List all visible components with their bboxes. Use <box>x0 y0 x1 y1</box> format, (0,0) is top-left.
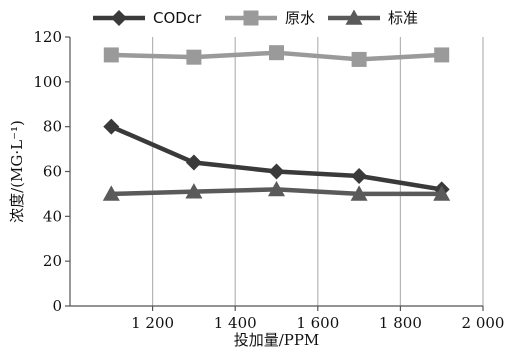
legend-marker-0 <box>111 10 127 26</box>
data-point-2-0 <box>102 185 120 201</box>
legend-marker-1 <box>243 10 259 26</box>
legend-label-2: 标准 <box>388 9 418 27</box>
data-point-1-0 <box>103 47 119 63</box>
x-axis-title: 投加量/PPM <box>234 331 320 349</box>
legend-item-1: 原水 <box>225 9 315 27</box>
data-point-2-4 <box>433 185 451 201</box>
x-tick-label-0: 1 200 <box>131 314 174 332</box>
x-tick-label-2: 1 600 <box>296 314 339 332</box>
legend-label-1: 原水 <box>285 9 315 27</box>
legend-marker-2 <box>345 9 363 25</box>
legend: CODcr 原水 标准 <box>93 9 418 27</box>
y-tick-label-0: 0 <box>52 297 62 315</box>
y-tick-label-4: 80 <box>43 118 62 136</box>
data-point-0-3 <box>351 167 368 184</box>
series-1 <box>103 45 450 67</box>
y-tick-label-5: 100 <box>33 73 62 91</box>
y-tick-label-1: 20 <box>43 252 62 270</box>
data-point-1-3 <box>351 51 367 67</box>
data-point-1-2 <box>269 45 284 61</box>
legend-item-0: CODcr <box>93 9 202 27</box>
tick-labels: 0 20 40 60 80 100 120 1 200 1 400 1 600 1 800 2 000 <box>33 28 504 332</box>
x-tick-label-1: 1 400 <box>214 314 257 332</box>
data-point-0-2 <box>268 163 285 180</box>
series-line-0 <box>110 124 443 192</box>
data-point-1-4 <box>434 47 450 63</box>
y-tick-label-6: 120 <box>33 28 62 46</box>
series-2 <box>102 180 451 201</box>
y-tick-label-3: 60 <box>43 163 62 181</box>
series-lines <box>102 45 451 201</box>
data-point-0-0 <box>103 118 120 135</box>
data-point-2-2 <box>268 180 285 197</box>
y-tick-label-2: 40 <box>43 207 62 225</box>
legend-label-0: CODcr <box>153 9 202 27</box>
y-axis-title: 浓度/(MG·L⁻¹) <box>8 120 26 223</box>
legend-item-2: 标准 <box>328 9 418 27</box>
axes <box>65 36 484 311</box>
x-tick-label-3: 1 800 <box>379 314 422 332</box>
x-tick-label-4: 2 000 <box>462 314 505 332</box>
data-point-1-1 <box>186 49 202 65</box>
data-point-2-1 <box>185 183 203 199</box>
data-point-0-1 <box>185 154 202 171</box>
data-point-2-3 <box>350 185 368 201</box>
